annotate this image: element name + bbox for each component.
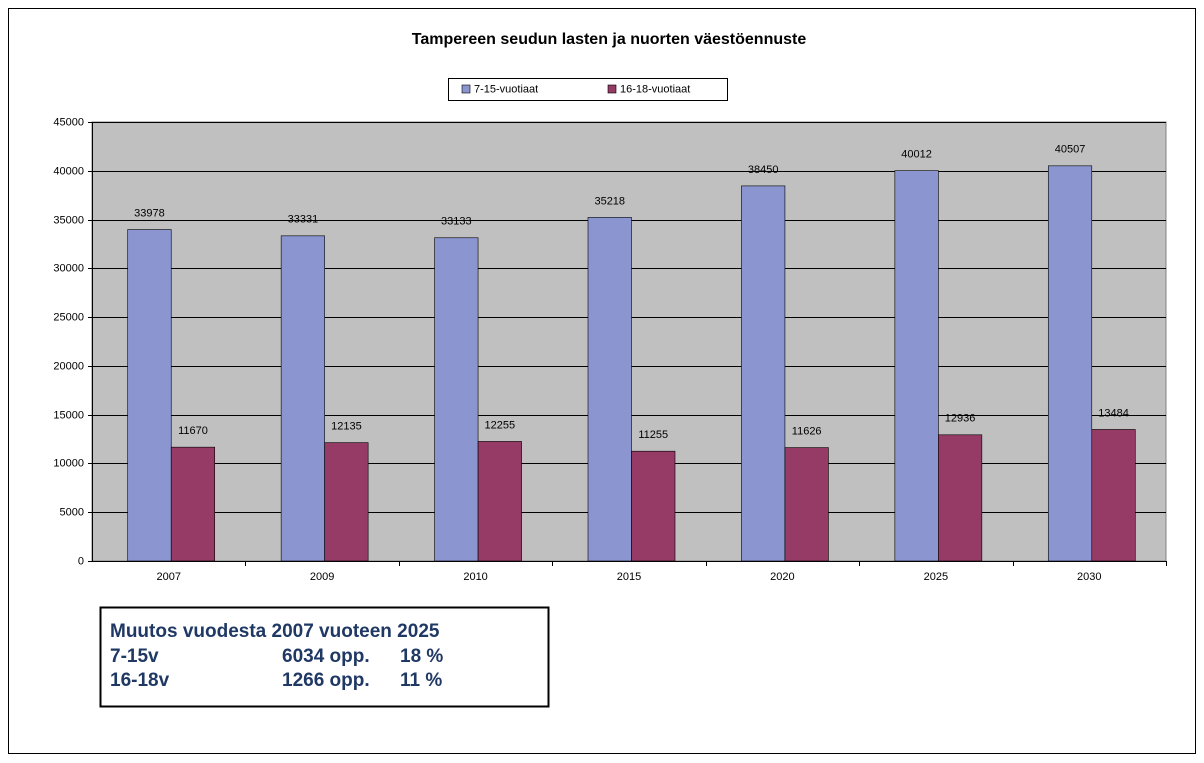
legend-swatch — [461, 84, 471, 94]
legend-box — [448, 78, 728, 101]
data-label: 33133 — [441, 216, 472, 228]
data-label: 40507 — [1055, 144, 1086, 156]
x-tick-label: 2009 — [310, 571, 334, 583]
data-label: 11626 — [792, 425, 822, 437]
data-label: 40012 — [901, 149, 932, 161]
data-label: 11255 — [638, 429, 668, 441]
y-tick-label: 5000 — [60, 506, 84, 518]
annotation-cell: 7-15v — [110, 646, 159, 667]
annotation-cell: 11 % — [400, 670, 442, 691]
data-label: 12936 — [945, 413, 976, 425]
legend-label: 16-18-vuotiaat — [620, 83, 690, 95]
bar — [894, 170, 939, 562]
y-tick-label: 35000 — [53, 214, 84, 226]
chart-title: Tampereen seudun lasten ja nuorten väest… — [412, 31, 807, 48]
data-label: 11670 — [178, 425, 208, 437]
y-tick-label: 0 — [78, 555, 84, 567]
annotation-box — [99, 606, 550, 708]
bar — [170, 446, 216, 562]
data-label: 13484 — [1098, 407, 1129, 419]
y-tick-label: 45000 — [53, 116, 84, 128]
bar — [1047, 165, 1093, 562]
x-tick-label: 2007 — [156, 571, 180, 583]
bar — [280, 235, 325, 562]
x-tick-label: 2025 — [924, 571, 948, 583]
bar — [784, 447, 829, 562]
x-tick-label: 2030 — [1077, 571, 1101, 583]
data-label: 38450 — [748, 164, 779, 176]
bar — [434, 237, 479, 562]
annotation-cell: 18 % — [400, 646, 443, 667]
legend-label: 7-15-vuotiaat — [474, 83, 538, 95]
annotation-cell: 16-18v — [110, 670, 170, 691]
bar — [631, 450, 676, 562]
y-tick-label: 15000 — [53, 409, 84, 421]
x-tick-label: 2015 — [617, 571, 641, 583]
y-tick-label: 10000 — [53, 457, 84, 469]
y-tick-label: 20000 — [53, 360, 84, 372]
data-label: 12255 — [485, 419, 516, 431]
data-label: 12135 — [331, 421, 362, 433]
bar — [1091, 429, 1136, 562]
bar — [587, 217, 632, 562]
bar — [477, 441, 522, 562]
bar — [741, 185, 786, 562]
data-label: 35218 — [594, 195, 625, 207]
y-tick-label: 25000 — [53, 311, 84, 323]
legend-swatch — [607, 84, 617, 94]
data-label: 33978 — [134, 207, 165, 219]
y-tick-label: 40000 — [53, 165, 84, 177]
x-tick-label: 2010 — [463, 571, 487, 583]
x-tick-label: 2020 — [770, 571, 794, 583]
data-label: 33331 — [288, 214, 319, 226]
bar — [324, 442, 369, 562]
annotation-heading: Muutos vuodesta 2007 vuoteen 2025 — [110, 621, 440, 642]
bar — [127, 229, 172, 562]
y-tick-label: 30000 — [53, 262, 84, 274]
annotation-cell: 6034 opp. — [282, 646, 370, 667]
bar — [938, 434, 983, 562]
annotation-cell: 1266 opp. — [282, 670, 370, 691]
